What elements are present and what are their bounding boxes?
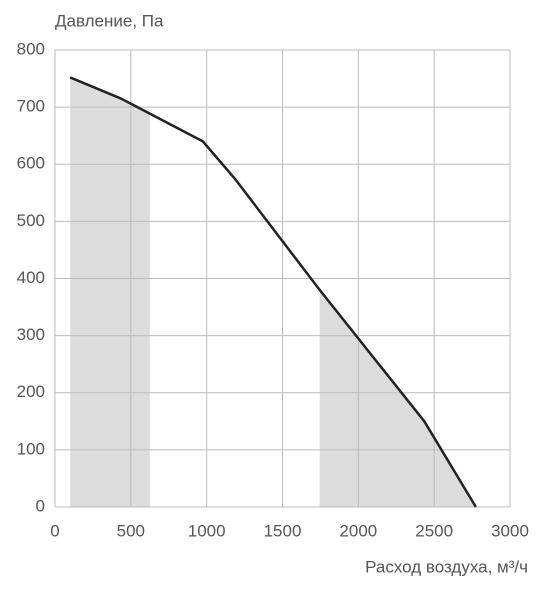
curve: [69, 76, 477, 508]
x-tick-label: 1000: [188, 521, 226, 540]
x-axis-title: Расход воздуха, м³/ч: [365, 557, 528, 576]
x-tick-label: 3000: [491, 521, 529, 540]
x-tick-label: 0: [50, 521, 59, 540]
y-tick-label: 200: [17, 382, 45, 401]
y-tick-label: 500: [17, 211, 45, 230]
grid-layer: [54, 49, 511, 508]
y-tick-label: 0: [36, 496, 45, 515]
y-tick-label: 300: [17, 325, 45, 344]
y-axis-title: Давление, Па: [55, 11, 164, 30]
y-tick-label: 100: [17, 439, 45, 458]
x-tick-label: 2500: [415, 521, 453, 540]
y-tick-label: 800: [17, 39, 45, 58]
x-tick-label: 2000: [339, 521, 377, 540]
x-tick-label: 500: [117, 521, 145, 540]
y-tick-label: 400: [17, 268, 45, 287]
y-tick-label: 700: [17, 97, 45, 116]
y-tick-label: 600: [17, 154, 45, 173]
x-tick-label: 1500: [264, 521, 302, 540]
shaded-range: [70, 77, 150, 507]
